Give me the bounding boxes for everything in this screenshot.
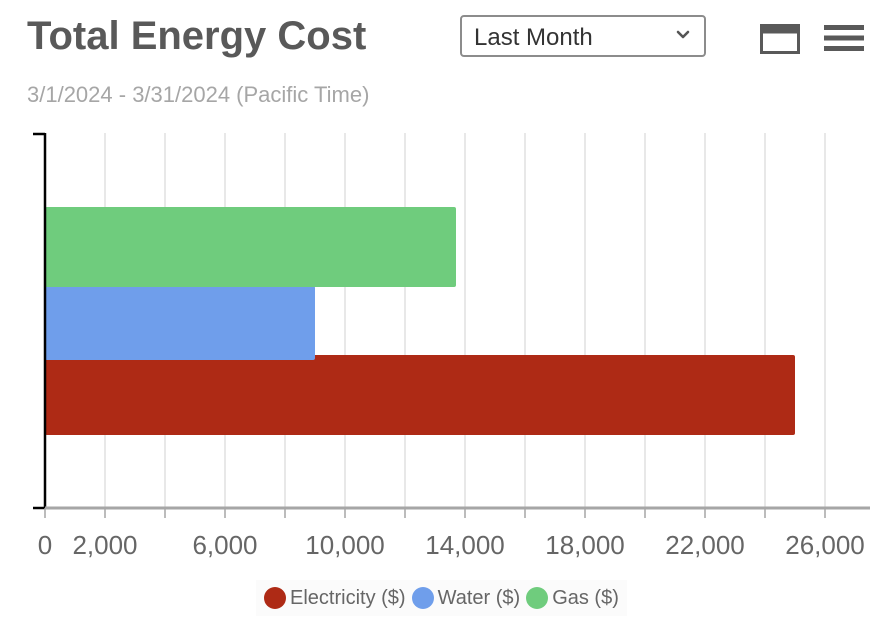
x-tick-label: 18,000: [545, 530, 625, 560]
legend-item-electricity[interactable]: Electricity ($): [264, 587, 406, 610]
legend-dot-water: [411, 587, 434, 609]
legend-label-water: Water ($): [437, 586, 521, 609]
legend-dot-electricity: [264, 587, 286, 609]
bar-water[interactable]: [45, 286, 315, 360]
x-tick-label: 2,000: [72, 530, 137, 560]
x-tick-label: 14,000: [425, 530, 505, 560]
legend-item-water[interactable]: Water ($): [411, 586, 521, 610]
x-tick-label: 26,000: [785, 530, 865, 560]
time-range-value: Last Month: [474, 24, 593, 51]
chart-legend: Electricity ($) Water ($) Gas ($): [256, 580, 627, 616]
date-range-subtitle: 3/1/2024 - 3/31/2024 (Pacific Time): [27, 82, 370, 107]
legend-dot-gas: [526, 587, 549, 609]
x-tick-label: 6,000: [192, 530, 257, 560]
x-tick-label: 10,000: [305, 530, 385, 560]
time-range-dropdown[interactable]: Last Month: [460, 15, 706, 57]
x-tick-label: 22,000: [665, 530, 745, 560]
bar-gas[interactable]: [45, 207, 456, 287]
chevron-down-icon: [676, 30, 690, 39]
bar-electricity[interactable]: [45, 355, 795, 435]
legend-label-gas: Gas ($): [552, 586, 619, 609]
chart-title: Total Energy Cost: [27, 14, 367, 58]
x-tick-label: 0: [38, 530, 52, 560]
menu-icon[interactable]: [824, 24, 864, 52]
window-icon[interactable]: [760, 24, 800, 54]
legend-item-gas[interactable]: Gas ($): [526, 587, 619, 610]
legend-label-electricity: Electricity ($): [290, 586, 406, 609]
